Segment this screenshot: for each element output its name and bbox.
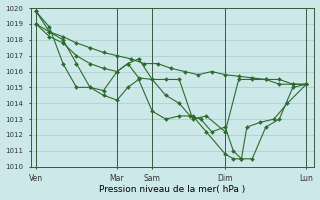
X-axis label: Pression niveau de la mer( hPa ): Pression niveau de la mer( hPa )	[99, 185, 245, 194]
